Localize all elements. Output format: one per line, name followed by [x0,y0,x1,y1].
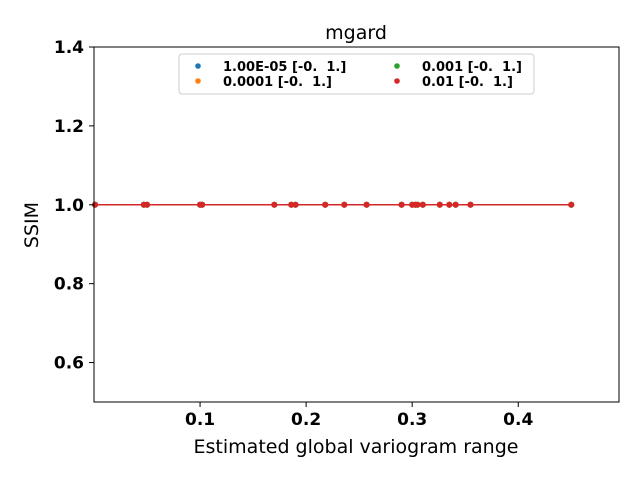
x-tick-label: 0.2 [291,410,321,430]
data-point [414,201,421,208]
x-axis-label: Estimated global variogram range [194,436,519,458]
data-point [292,201,299,208]
y-axis-label: SSIM [21,202,43,248]
data-point [363,201,370,208]
y-tick-label: 0.8 [54,275,84,295]
series-3 [92,201,575,208]
y-tick-label: 0.6 [54,354,84,374]
data-point [341,201,348,208]
y-axis: 0.6 0.8 1.0 1.2 1.4 [54,38,94,374]
legend-marker [394,63,400,69]
data-point [271,201,278,208]
plot-content [92,201,575,208]
y-tick-label: 1.0 [54,196,84,216]
data-point [398,201,405,208]
data-point [144,201,151,208]
plot-frame [93,46,620,403]
legend-box [178,53,535,95]
data-point [568,201,575,208]
data-point [446,201,453,208]
data-point [452,201,459,208]
data-point [467,201,474,208]
data-point [419,201,426,208]
data-point [199,201,206,208]
x-axis: 0.1 0.2 0.3 0.4 [185,402,533,430]
legend-entry: 0.01 [-0. 1.] [422,75,513,90]
data-point [436,201,443,208]
x-tick-label: 0.4 [503,410,533,430]
data-point [288,201,295,208]
legend-entry: 0.0001 [-0. 1.] [223,75,332,90]
y-tick-label: 1.4 [54,38,84,58]
y-tick-label: 1.2 [54,117,84,137]
x-tick-label: 0.1 [185,410,215,430]
chart-title: mgard [325,22,387,44]
legend-marker [195,78,201,84]
legend: 1.00E-05 [-0. 1.]0.0001 [-0. 1.] 0.001 [-… [178,53,535,95]
legend-marker [195,63,201,69]
legend-marker [394,78,400,84]
data-point [322,201,329,208]
legend-entry: 1.00E-05 [-0. 1.] [223,60,346,75]
x-tick-label: 0.3 [397,410,427,430]
legend-entry: 0.001 [-0. 1.] [422,60,522,75]
